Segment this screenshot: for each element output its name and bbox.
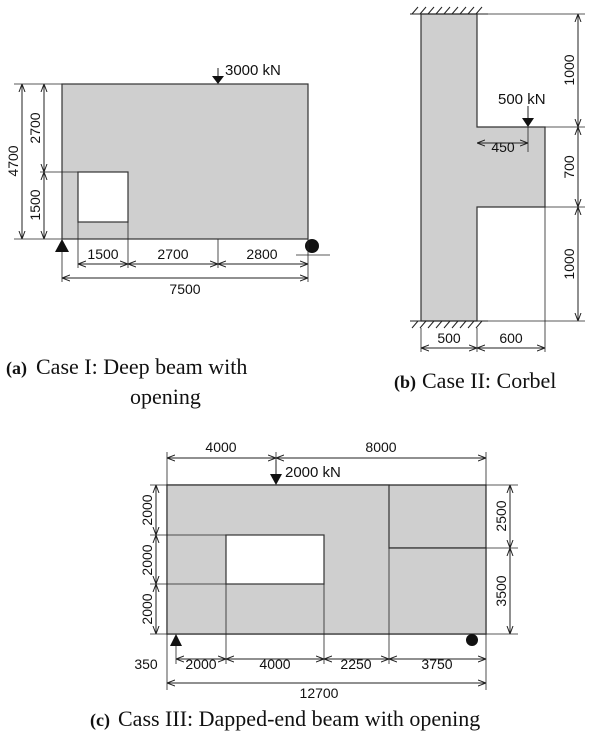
case1-dim-seg1: 1500	[87, 246, 118, 262]
case1-caption-line1: (a)	[6, 358, 27, 379]
case3-dim-seg4: 3750	[421, 656, 452, 672]
case3-opening	[225, 534, 325, 585]
case3-dim-support-offset: 350	[134, 656, 158, 672]
case3-load-arrow	[270, 474, 282, 485]
case2-dim-corbel-width: 600	[499, 330, 523, 346]
case1-dim-upper-height: 2700	[27, 112, 43, 143]
case1-load-label: 3000 kN	[225, 62, 281, 79]
case3-caption-text: Cass III: Dapped-end beam with opening	[118, 706, 480, 731]
case2-dim-lower: 1000	[561, 248, 577, 279]
case2-dim-load-offset: 450	[491, 139, 515, 155]
case3-dim-top-right: 8000	[365, 439, 396, 455]
case3-load-label: 2000 kN	[285, 464, 341, 481]
case3-dim-left-h2: 2000	[139, 544, 155, 575]
case3-dim-right-upper: 2500	[493, 500, 509, 531]
case1-deep-beam: 3000 kN 4700 2700 1500 1500 2700 2800 75…	[5, 62, 330, 409]
case3-dim-left-h1: 2000	[139, 494, 155, 525]
case2-fixed-support-top	[411, 6, 483, 15]
case2-dim-upper: 1000	[561, 54, 577, 85]
case3-dim-right-lower: 3500	[493, 575, 509, 606]
case2-fixed-support-bottom	[411, 320, 483, 329]
case1-dim-total-height: 4700	[5, 145, 21, 176]
case3-pin-support	[170, 634, 182, 646]
case3-dim-seg3: 2250	[340, 656, 371, 672]
case3-roller-support	[466, 634, 478, 646]
case1-dim-opening-height: 1500	[27, 189, 43, 220]
case2-dim-corbel-depth: 700	[561, 155, 577, 179]
case1-caption-text2: opening	[130, 384, 201, 409]
case3-dim-top-left: 4000	[205, 439, 236, 455]
case3-caption-tag: (c)	[90, 710, 110, 731]
case3-dim-seg1: 2000	[185, 656, 216, 672]
case1-load-arrow-head	[212, 76, 224, 84]
case1-opening	[77, 171, 129, 223]
case1-dim-seg2: 2700	[157, 246, 188, 262]
case2-caption-tag: (b)	[394, 372, 416, 393]
case1-dim-seg3: 2800	[246, 246, 277, 262]
case2-load-arrow	[522, 118, 534, 127]
case2-dim-column-width: 500	[437, 330, 461, 346]
case3-dim-left-h3: 2000	[139, 593, 155, 624]
case3-dim-total-length: 12700	[300, 685, 339, 701]
case2-load-label: 500 kN	[498, 91, 546, 108]
case2-corbel-body	[420, 13, 546, 322]
case1-dim-total-length: 7500	[169, 281, 200, 297]
case2-corbel: 500 kN 450 1000 700 1000 500 600 (b) Cas…	[394, 6, 585, 393]
case2-caption-text: Case II: Corbel	[422, 368, 556, 393]
case1-caption-text1: Case I: Deep beam with	[36, 354, 247, 379]
case1-roller-support	[305, 239, 319, 253]
case1-pin-support	[55, 239, 69, 252]
case3-dim-seg2: 4000	[259, 656, 290, 672]
case3-dapped-end-beam: 4000 8000 2000 kN 2000 2000 2000 2500 35…	[90, 439, 518, 731]
